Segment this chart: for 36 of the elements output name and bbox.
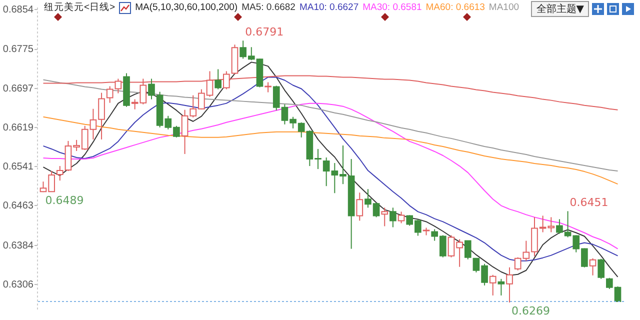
text: MA60: 0.6613 [426, 2, 485, 13]
candlestick [381, 207, 388, 227]
annotation: 0.6489 [45, 194, 84, 208]
y-tick-label: 0.6775 [2, 44, 34, 56]
line-series [42, 79, 618, 172]
y-tick-label: 0.6854 [2, 4, 34, 16]
chart-title: 纽元美元<日线> [44, 1, 116, 14]
text: MA30: 0.6581 [362, 2, 422, 13]
text: MA5: 0.6682 [242, 2, 296, 13]
line-series [42, 116, 618, 185]
candlestick [589, 258, 596, 276]
text: MA100 [488, 2, 520, 13]
candlestick [390, 207, 396, 228]
line-series [42, 75, 618, 110]
candlestick [506, 266, 513, 303]
chart-subtitle: MA(5,10,30,60,100,200) [135, 2, 238, 13]
candlestick [398, 211, 405, 224]
y-tick-label: 0.6384 [2, 240, 34, 252]
candlestick [464, 240, 472, 260]
annotation: 0.6451 [570, 196, 608, 210]
annotation: 0.6791 [245, 26, 284, 39]
y-tick-label: 0.6463 [2, 200, 34, 212]
line-series [42, 102, 618, 250]
annotation: 全部主题▼ [531, 1, 589, 17]
y-tick-label: 0.6619 [2, 122, 34, 134]
candlestick [498, 278, 505, 296]
candlestick [489, 274, 496, 296]
annotation: 0.6269 [512, 304, 550, 318]
candlestick [598, 258, 605, 280]
y-tick-label: 0.6306 [2, 279, 34, 290]
text: MA10: 0.6627 [299, 2, 359, 13]
candlestick [264, 82, 272, 93]
candlestick [356, 192, 364, 222]
candlestick [214, 68, 222, 90]
y-tick-label: 0.6697 [2, 83, 34, 94]
y-tick-label: 0.6541 [2, 162, 34, 173]
